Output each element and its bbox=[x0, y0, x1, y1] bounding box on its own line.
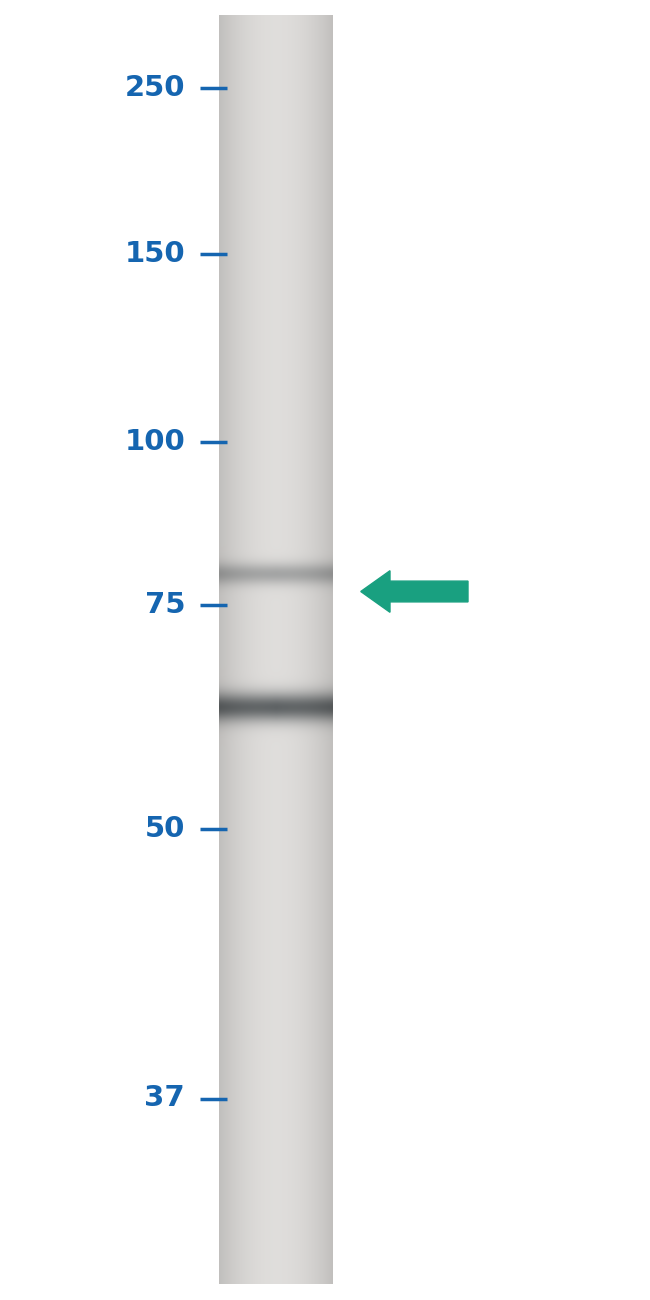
Text: 100: 100 bbox=[125, 428, 185, 456]
Text: 75: 75 bbox=[145, 590, 185, 619]
Text: 250: 250 bbox=[125, 74, 185, 103]
Text: 50: 50 bbox=[145, 815, 185, 844]
Text: 150: 150 bbox=[125, 239, 185, 268]
FancyArrow shape bbox=[361, 571, 468, 612]
Text: 37: 37 bbox=[144, 1084, 185, 1113]
